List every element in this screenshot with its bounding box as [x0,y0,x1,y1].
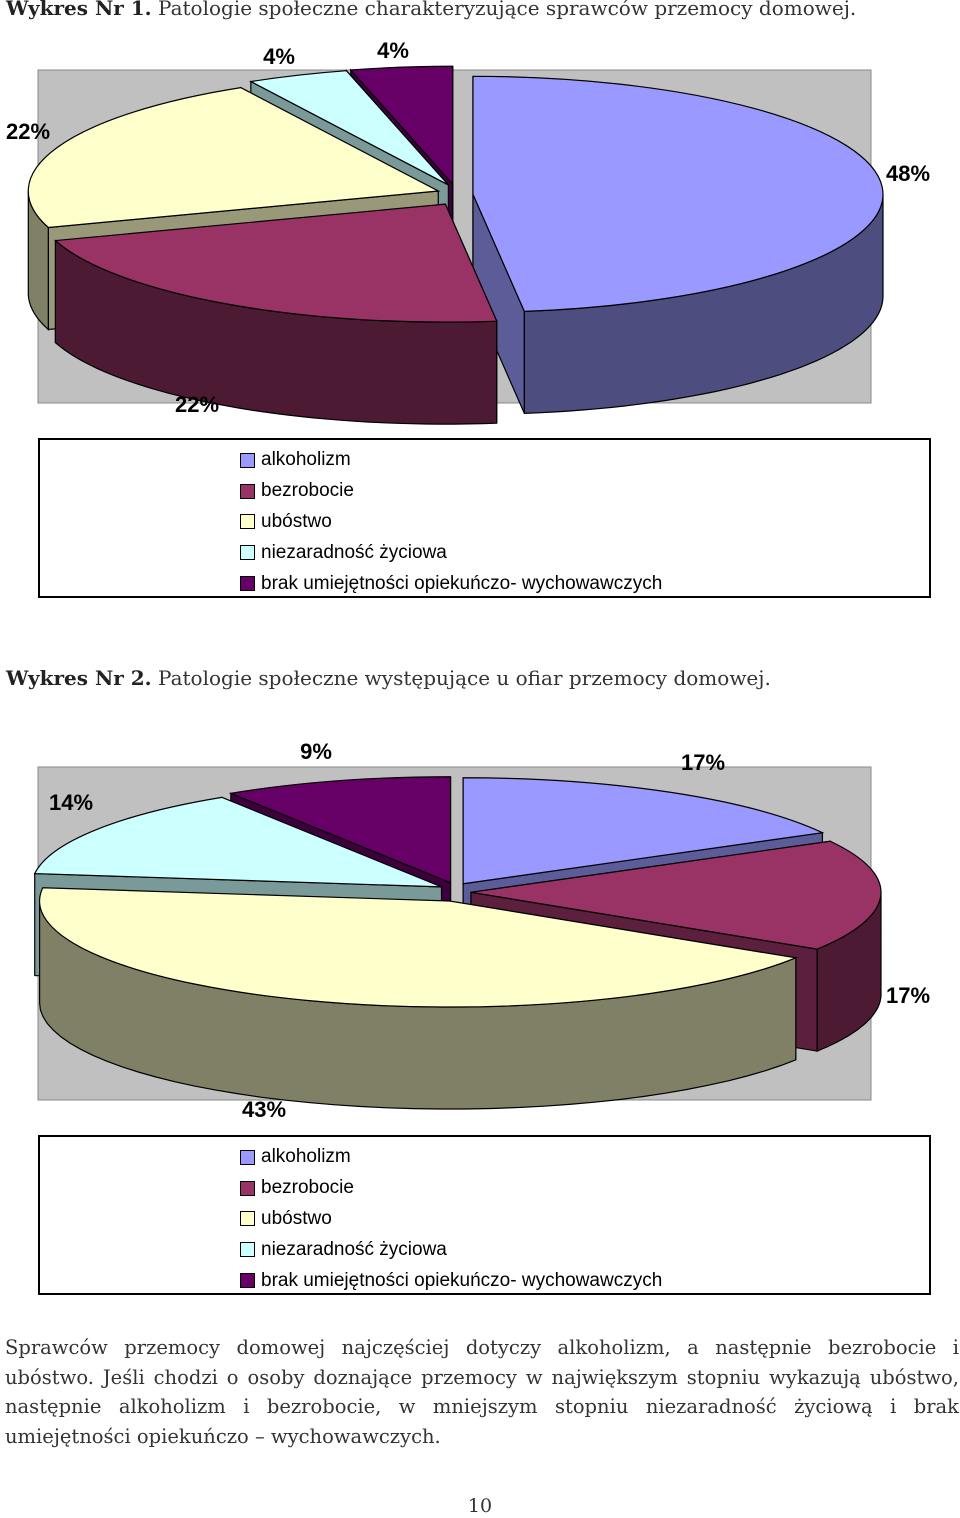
chart1-legend-label-ubostwo: ubóstwo [261,510,332,532]
chart2-data-label-alkoholizm: 17% [886,983,930,1008]
chart2-data-label-ubostwo: 43% [242,1097,286,1122]
chart2-data-label-bezrobocie: 17% [681,750,725,775]
chart2-legend-label-brak-umiejetnosci-opiekunczo-wychowawczych: brak umiejętności opiekuńczo- wychowawcz… [261,1269,663,1291]
chart2-legend-swatch-ubostwo [240,1211,255,1227]
chart2-slice-brak-umiejetnosci-opiekunczo-wychowawczych [228,776,452,884]
chart1-legend-swatch-ubostwo [240,514,255,530]
chart2-data-label-niezaradnosc-zyciowa: 14% [49,790,93,815]
chart1-legend-label-niezaradnosc-zyciowa: niezaradność życiowa [261,541,447,563]
chart2-slice-alkoholizm [462,777,825,885]
chart2-legend-swatch-alkoholizm [240,1149,255,1165]
chart1-caption: Wykres Nr 1. Patologie społeczne charakt… [6,0,856,20]
chart2-legend-item-bezrobocie: bezrobocie [240,1173,929,1204]
chart1-slice-niezaradnosc-zyciowa [248,70,449,186]
chart1-slice-brak-umiejetnosci-opiekunczo-wychowawczych [349,65,454,186]
chart2-legend: alkoholizm bezrobocie ubóstwo niezaradność … [38,1135,931,1295]
chart2-title: Patologie społeczne występujące u ofiar … [158,666,771,690]
chart2-data-label-brak-umiejetnosci-opiekunczo-wychowawczych: 9% [300,739,332,764]
chart2-legend-item-niezaradnosc-zyciowa: niezaradność życiowa [240,1234,929,1265]
chart1-legend-swatch-niezaradnosc-zyciowa [240,545,255,561]
chart2-legend-label-niezaradnosc-zyciowa: niezaradność życiowa [261,1238,447,1260]
page-number: 10 [467,1495,493,1517]
chart1-legend-label-brak-umiejetnosci-opiekunczo-wychowawczych: brak umiejętności opiekuńczo- wychowawcz… [261,572,663,594]
chart2-legend-item-brak-umiejetnosci-opiekunczo-wychowawczych: brak umiejętności opiekuńczo- wychowawcz… [240,1265,929,1296]
chart2-legend-item-ubostwo: ubóstwo [240,1204,929,1235]
chart2-legend-label-alkoholizm: alkoholizm [261,1146,351,1168]
chart2-plot: 17% 17% 43% 14% 9% [33,739,930,1122]
chart2-legend-swatch-bezrobocie [240,1180,255,1196]
chart1-legend-item-ubostwo: ubóstwo [240,507,929,538]
chart1-legend-label-bezrobocie: bezrobocie [261,480,354,502]
chart1-data-label-niezaradnosc-zyciowa: 4% [263,44,295,69]
chart2-slice-ubostwo [38,887,798,1008]
chart2-legend-swatch-niezaradnosc-zyciowa [240,1242,255,1258]
chart1-data-label-ubostwo: 22% [6,119,50,144]
chart1-legend: alkoholizm bezrobocie ubóstwo niezaradność … [38,438,931,598]
chart2-legend-label-bezrobocie: bezrobocie [261,1177,354,1199]
chart1-data-label-alkoholizm: 48% [886,161,930,186]
chart1-legend-swatch-brak-umiejetnosci-opiekunczo-wychowawczych [240,576,255,592]
chart1-legend-item-niezaradnosc-zyciowa: niezaradność życiowa [240,537,929,568]
chart1-slice-ubostwo [27,86,441,229]
chart2-caption: Wykres Nr 2. Patologie społeczne występu… [6,666,771,690]
chart1-plot: 48% 22% 22% 4% 4% [6,38,930,425]
chart2-slice-bezrobocie [470,840,882,950]
chart1-slice-bezrobocie [53,203,498,323]
chart2-legend-label-ubostwo: ubóstwo [261,1207,332,1229]
chart1-legend-item-alkoholizm: alkoholizm [240,445,929,476]
chart2-slice-niezaradnosc-zyciowa [33,796,442,888]
chart1-legend-item-bezrobocie: bezrobocie [240,476,929,507]
chart2-legend-swatch-brak-umiejetnosci-opiekunczo-wychowawczych [240,1273,255,1289]
chart2-caption-lead: Wykres Nr 2. [6,666,152,690]
chart1-data-label-bezrobocie: 22% [175,392,219,417]
chart1-data-label-brak-umiejetnosci-opiekunczo-wychowawczych: 4% [377,38,409,63]
chart1-legend-swatch-alkoholizm [240,452,255,468]
chart1-legend-label-alkoholizm: alkoholizm [261,449,351,471]
chart1-caption-lead: Wykres Nr 1. [6,0,152,20]
chart2-legend-item-alkoholizm: alkoholizm [240,1142,929,1173]
chart1-legend-swatch-bezrobocie [240,483,255,499]
summary-paragraph: Sprawców przemocy domowej najczęściej do… [5,1336,959,1448]
chart1-title: Patologie społeczne charakteryzujące spr… [158,0,857,20]
chart1-legend-item-brak-umiejetnosci-opiekunczo-wychowawczych: brak umiejętności opiekuńczo- wychowawcz… [240,568,929,599]
chart1-slice-alkoholizm [472,75,884,313]
